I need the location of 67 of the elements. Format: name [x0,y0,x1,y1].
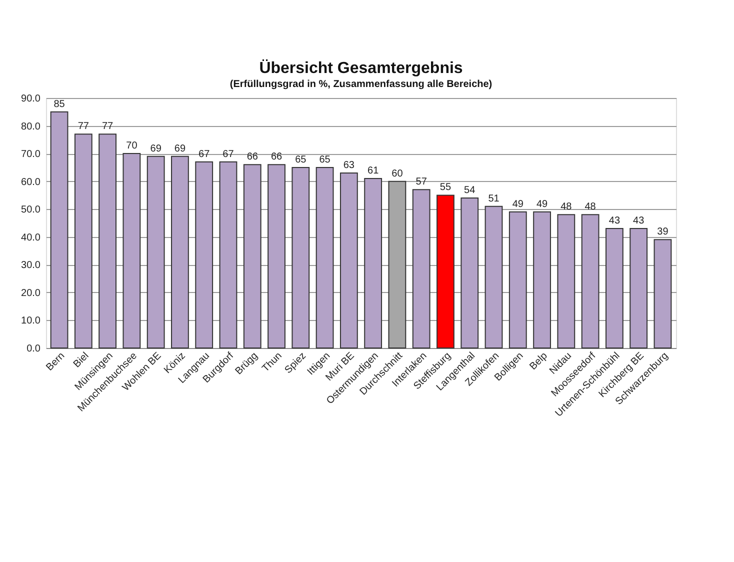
data-label: 61 [368,166,380,177]
data-label: 57 [416,176,428,188]
y-tick-label: 50.0 [21,204,41,216]
data-label: 85 [54,98,66,110]
data-label: 39 [657,226,669,238]
bar [122,153,141,348]
chart-subtitle: (Erfüllungsgrad in %, Zusammenfassung alle Bereiche) [230,79,492,90]
data-label: 66 [270,152,283,163]
y-tick-label: 70.0 [21,149,41,160]
bar [412,189,430,348]
y-tick-label: 0.0 [26,344,41,354]
bar [581,214,600,348]
y-tick-label: 80.0 [21,121,41,132]
bar [195,161,214,348]
bar [243,164,262,348]
bar [508,211,527,348]
bar [50,111,68,348]
bar [484,206,503,348]
y-tick-label: 90.0 [21,94,41,104]
data-label: 67 [222,148,234,160]
data-label: 69 [150,143,162,154]
bar [171,156,189,348]
bar [340,172,358,348]
data-label: 55 [440,182,452,194]
data-label: 65 [319,154,331,166]
data-label: 67 [198,148,210,160]
y-tick-label: 20.0 [21,288,41,299]
bar [364,178,382,348]
bar [74,134,92,348]
bar [292,166,310,348]
y-tick-label: 40.0 [21,232,41,244]
bar [436,194,454,348]
data-label: 51 [488,193,500,204]
data-label: 66 [246,152,258,163]
data-label: 48 [560,202,572,213]
data-label: 77 [102,121,114,132]
y-tick-label: 60.0 [21,176,41,188]
x-tick-label: Belp [528,350,550,372]
y-tick-label: 30.0 [21,260,41,272]
bar [533,211,551,348]
data-label: 70 [126,140,138,152]
bar [219,161,238,348]
bar [146,156,165,348]
data-label: 43 [608,216,620,227]
bar [557,214,576,348]
bar [460,198,479,348]
bar [654,239,672,348]
bar [316,166,334,348]
data-label: 65 [295,154,307,166]
data-label: 69 [174,143,186,154]
data-label: 48 [584,202,596,213]
x-tick-label: Bern [44,350,68,374]
y-tick-label: 10.0 [21,316,41,327]
data-label: 43 [633,216,645,227]
data-label: 49 [512,198,524,210]
data-label: 77 [78,121,90,132]
data-label: 63 [343,160,355,171]
bar [606,228,624,348]
data-label: 60 [392,168,404,180]
chart-title: Übersicht Gesamtergebnis [259,59,463,77]
x-tick-label: Thun [260,350,284,374]
bar [98,134,116,348]
bar [268,164,286,348]
bar [388,180,406,348]
bar [630,228,648,348]
data-label: 49 [536,198,548,210]
data-label: 54 [464,185,476,196]
